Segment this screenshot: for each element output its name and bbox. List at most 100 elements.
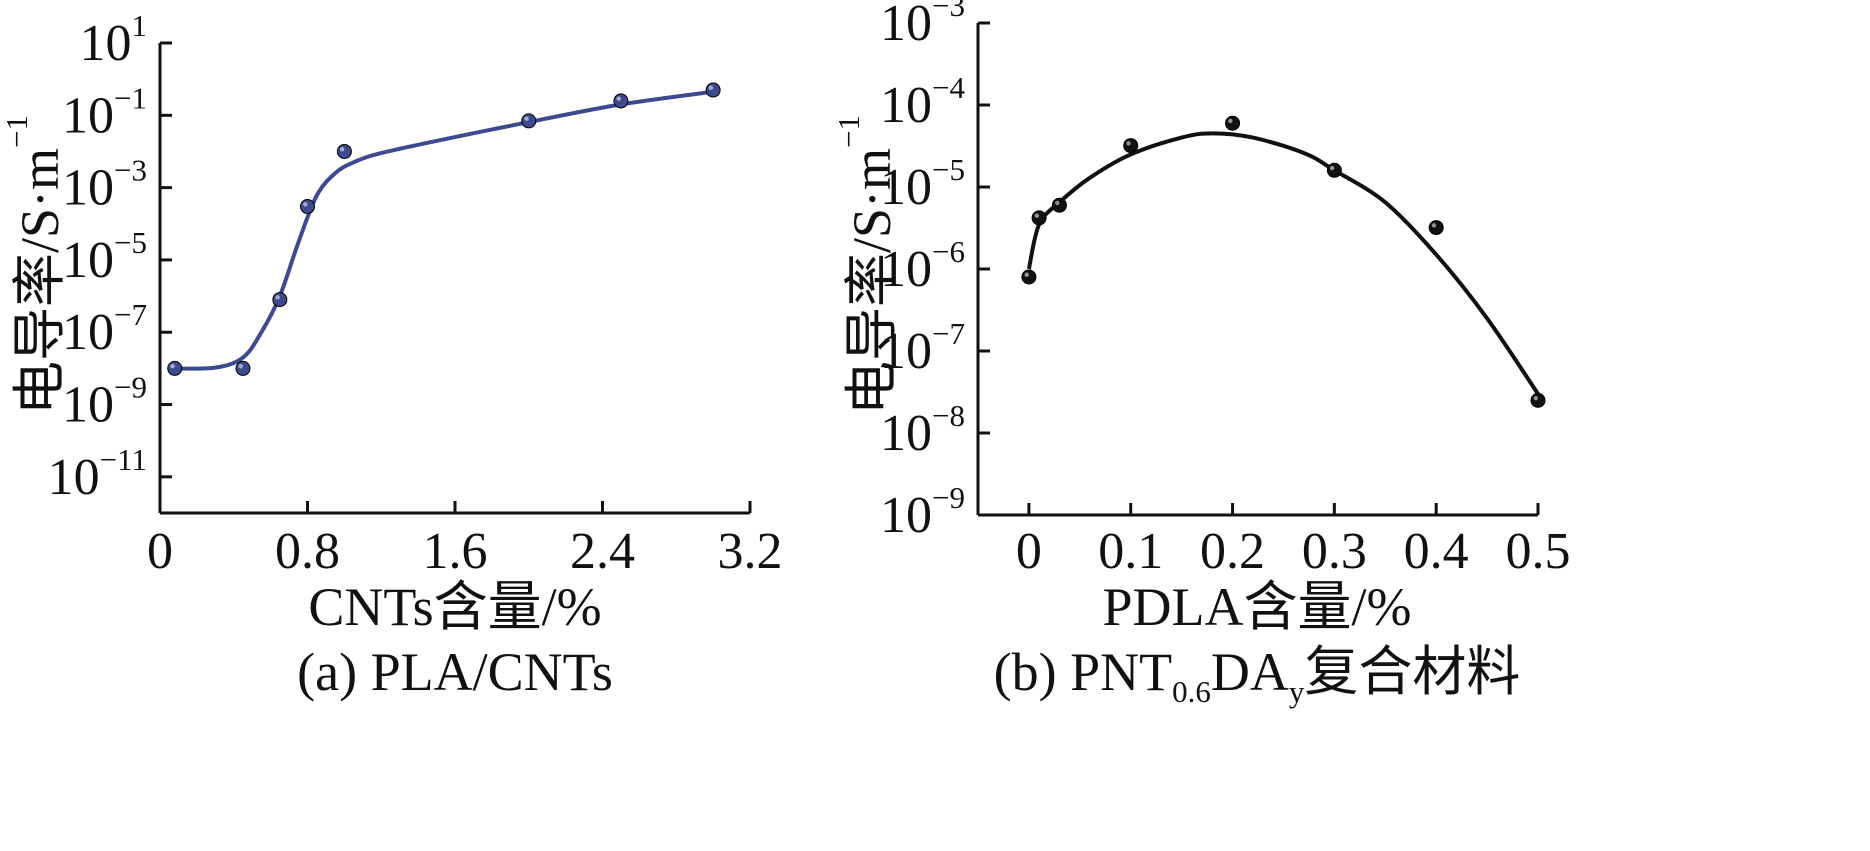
y-tick-exponent: −9 — [932, 480, 965, 515]
data-point-highlight — [303, 202, 308, 207]
x-tick-label: 0.2 — [1200, 523, 1265, 580]
fit-curve-line — [1026, 131, 1540, 396]
y-tick-base: 10 — [62, 87, 114, 144]
y-tick-label: 10−4 — [880, 70, 965, 134]
y-axis-title-text: 电导率/S·m — [10, 148, 70, 415]
x-tick-label: 0.3 — [1302, 523, 1367, 580]
y-axis-title: 电导率/S·m−1 — [831, 115, 903, 415]
y-tick-exponent: −4 — [932, 70, 965, 105]
y-tick-base: 10 — [880, 159, 932, 216]
y-tick-exponent: −7 — [932, 316, 965, 351]
x-axis-title: PDLA含量/% — [1103, 577, 1412, 637]
y-tick-exponent: −5 — [114, 225, 147, 260]
y-axis-title-text: 电导率/S·m — [842, 148, 902, 415]
y-tick-label: 10−5 — [62, 225, 147, 289]
x-tick-label: 0 — [147, 523, 173, 580]
x-tick-label: 0.1 — [1098, 523, 1163, 580]
y-tick-label: 10−1 — [62, 80, 147, 144]
data-point-highlight — [708, 85, 714, 91]
y-axis-title-sup: −1 — [0, 115, 34, 148]
data-point — [336, 143, 352, 159]
y-tick-exponent: −11 — [100, 442, 147, 477]
y-tick-exponent: −6 — [932, 234, 965, 269]
y-tick-exponent: −5 — [932, 152, 965, 187]
y-tick-base: 10 — [62, 232, 114, 289]
y-tick-exponent: −3 — [114, 153, 147, 188]
y-tick-exponent: −1 — [114, 80, 147, 115]
data-point — [1021, 269, 1037, 285]
data-point — [235, 360, 251, 376]
data-point — [705, 82, 721, 98]
y-tick-base: 10 — [880, 405, 932, 462]
x-tick-label: 2.4 — [570, 523, 635, 580]
data-point-highlight — [524, 116, 529, 121]
x-tick-label: 0.4 — [1404, 523, 1469, 580]
data-point — [1123, 138, 1139, 154]
y-tick-base: 10 — [80, 15, 132, 72]
y-tick-exponent: −7 — [114, 297, 147, 332]
data-point-highlight — [275, 295, 280, 300]
data-point — [1031, 210, 1047, 226]
caption-subscript: 0.6 — [1172, 674, 1211, 709]
y-tick-exponent: −8 — [932, 398, 965, 433]
y-tick-base: 10 — [62, 377, 114, 434]
y-tick-label: 10−3 — [62, 153, 147, 217]
caption-prefix: (b) PNT — [994, 642, 1172, 702]
y-tick-base: 10 — [880, 0, 932, 52]
data-point — [272, 292, 288, 308]
y-tick-label: 10−9 — [62, 370, 147, 434]
data-point-highlight — [1034, 213, 1040, 218]
y-tick-exponent: −3 — [932, 0, 965, 23]
x-tick-label: 0.5 — [1506, 523, 1571, 580]
data-point-highlight — [1055, 200, 1060, 206]
y-tick-exponent: −9 — [114, 370, 147, 405]
data-point-highlight — [1329, 165, 1335, 171]
y-tick-label: 10−3 — [880, 0, 965, 52]
data-point-highlight — [1533, 395, 1539, 401]
y-axis-title-sup: −1 — [831, 115, 866, 148]
y-tick-label: 10−11 — [48, 442, 147, 506]
data-point-highlight — [1228, 118, 1233, 124]
x-tick-label: 3.2 — [718, 523, 783, 580]
data-point — [613, 93, 629, 109]
data-point — [1326, 162, 1342, 178]
data-point — [1530, 392, 1546, 408]
x-axis-title: CNTs含量/% — [308, 577, 601, 637]
y-tick-base: 10 — [880, 323, 932, 380]
y-tick-base: 10 — [62, 160, 114, 217]
y-tick-label: 10−7 — [62, 297, 147, 361]
y-tick-label: 10−8 — [880, 398, 965, 462]
panel-caption: (a) PLA/CNTs — [297, 642, 613, 702]
y-tick-label: 10−6 — [880, 234, 965, 298]
caption-subscript: y — [1289, 674, 1305, 709]
y-tick-label: 10−7 — [880, 316, 965, 380]
y-tick-base: 10 — [62, 304, 114, 361]
x-tick-label: 1.6 — [423, 523, 488, 580]
data-point — [1225, 115, 1241, 131]
data-point-highlight — [1126, 141, 1131, 146]
y-tick-label: 101 — [80, 8, 148, 72]
fit-curve-line — [171, 89, 714, 371]
y-tick-base: 10 — [48, 449, 100, 506]
x-tick-label: 0.8 — [275, 523, 340, 580]
data-point-highlight — [1024, 272, 1029, 277]
data-point-highlight — [170, 363, 175, 369]
caption-suffix: 复合材料 — [1304, 642, 1520, 702]
data-point — [1051, 197, 1067, 213]
data-point-highlight — [1431, 223, 1437, 228]
panel-b-conductivity-chart: 10−910−810−710−610−510−410−30 0.1 0.2 0.3 0.… — [831, 0, 1571, 709]
panel-caption: (b) PNT0.6DAy复合材料 — [994, 642, 1521, 709]
y-axis-title: 电导率/S·m−1 — [0, 115, 70, 415]
caption-mid: DA — [1211, 642, 1289, 702]
y-tick-base: 10 — [880, 77, 932, 134]
y-tick-exponent: 1 — [132, 8, 148, 43]
data-point — [300, 199, 315, 215]
data-point — [1428, 220, 1444, 236]
y-tick-label: 10−5 — [880, 152, 965, 216]
y-tick-base: 10 — [880, 487, 932, 544]
y-tick-label: 10−9 — [880, 480, 965, 544]
caption-text: (a) PLA/CNTs — [297, 642, 613, 702]
data-point — [521, 113, 537, 129]
